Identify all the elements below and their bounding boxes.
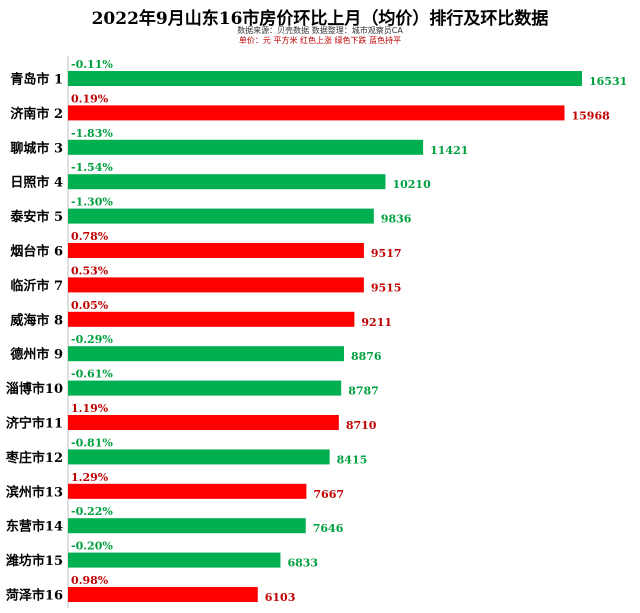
bar [68, 587, 258, 602]
data-label: 6103 [265, 591, 296, 604]
change-label: -0.61% [71, 368, 113, 381]
data-label: 8710 [346, 419, 377, 432]
bar [68, 174, 386, 190]
chart-source-line: 数据来源：贝壳数据 数据整理：城市观察员CA [237, 26, 403, 35]
change-label: -1.83% [71, 127, 113, 140]
bar [68, 380, 342, 396]
category-label: 青岛市 1 [10, 72, 63, 88]
data-label: 9836 [381, 213, 412, 226]
data-label: 6833 [287, 557, 318, 570]
data-label: 8876 [351, 350, 382, 363]
category-label: 潍坊市15 [6, 553, 63, 569]
category-label: 威海市 8 [10, 312, 63, 328]
bar [68, 105, 565, 121]
change-label: -0.29% [71, 333, 113, 346]
change-label: -0.22% [71, 505, 113, 518]
change-label: 0.19% [71, 92, 109, 105]
bar [68, 483, 307, 499]
chart-title: 2022年9月山东16市房价环比上月（均价）排行及环比数据 [91, 9, 549, 29]
category-label: 聊城市 3 [10, 140, 63, 156]
category-label: 东营市14 [6, 519, 63, 535]
bar [68, 139, 424, 155]
category-label: 烟台市 6 [10, 244, 63, 260]
change-label: -1.54% [71, 161, 113, 174]
bar [68, 552, 281, 568]
bar [68, 71, 582, 86]
data-label: 16531 [589, 75, 627, 88]
change-label: 0.98% [71, 574, 109, 587]
category-label: 日照市 4 [10, 175, 63, 191]
change-label: -0.20% [71, 540, 113, 553]
category-label: 临沂市 7 [10, 278, 63, 294]
data-label: 8415 [337, 453, 368, 466]
change-label: 1.19% [71, 402, 109, 415]
data-label: 7646 [313, 522, 344, 535]
data-label: 9517 [371, 247, 402, 260]
bar [68, 208, 374, 224]
data-label: 15968 [571, 109, 610, 122]
data-label: 10210 [392, 178, 431, 191]
bar [68, 311, 355, 327]
category-label: 枣庄市12 [5, 450, 63, 466]
category-label: 济宁市11 [6, 416, 63, 432]
chart-unit-line: 单价：元 平方米 红色上涨 绿色下跌 蓝色持平 [238, 36, 402, 45]
change-label: 1.29% [71, 471, 109, 484]
change-label: 0.78% [71, 230, 109, 243]
change-label: 0.53% [71, 264, 109, 277]
bar [68, 277, 364, 293]
change-label: -1.30% [71, 196, 113, 209]
data-label: 11421 [430, 144, 468, 157]
bar [68, 243, 364, 258]
data-label: 9515 [371, 281, 402, 294]
category-label: 滨州市13 [6, 484, 63, 500]
bar [68, 518, 306, 534]
change-label: -0.81% [71, 436, 113, 449]
category-label: 德州市 9 [10, 347, 63, 363]
data-label: 8787 [348, 385, 379, 398]
category-label: 济南市 2 [10, 106, 63, 122]
data-label: 7667 [313, 488, 344, 501]
bar [68, 449, 330, 465]
change-label: -0.11% [71, 58, 113, 71]
bar [68, 346, 344, 362]
category-label: 泰安市 5 [9, 209, 63, 225]
change-label: 0.05% [71, 299, 109, 312]
bar [68, 415, 339, 430]
category-label: 淄博市10 [6, 381, 63, 397]
data-label: 9211 [361, 316, 392, 329]
chart-layer: 青岛市 1 -0.11% 16531 济南市 2 0.19% 15968 聊城市 3 -1.8… [5, 56, 627, 609]
category-label: 菏泽市16 [6, 588, 63, 604]
